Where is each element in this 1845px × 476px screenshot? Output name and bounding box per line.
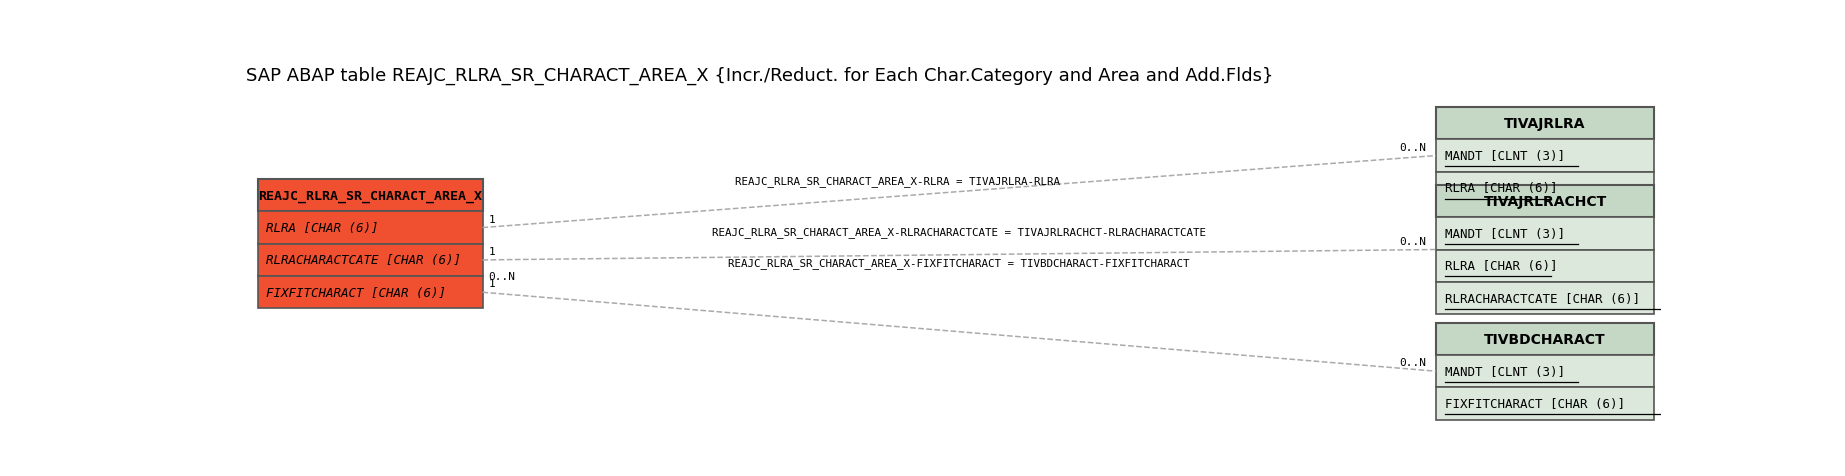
Bar: [1435, 172, 1655, 205]
Bar: [1435, 355, 1655, 387]
Text: RLRACHARACTCATE [CHAR (6)]: RLRACHARACTCATE [CHAR (6)]: [266, 254, 461, 267]
Text: 1: 1: [489, 247, 496, 257]
Text: REAJC_RLRA_SR_CHARACT_AREA_X: REAJC_RLRA_SR_CHARACT_AREA_X: [258, 189, 482, 202]
Bar: [1435, 108, 1655, 140]
Text: RLRACHARACTCATE [CHAR (6)]: RLRACHARACTCATE [CHAR (6)]: [1445, 292, 1640, 305]
Text: MANDT [CLNT (3)]: MANDT [CLNT (3)]: [1445, 150, 1565, 163]
Bar: [1435, 323, 1655, 355]
Text: 0..N: 0..N: [489, 272, 517, 282]
Text: TIVAJRLRA: TIVAJRLRA: [1504, 117, 1585, 131]
Text: FIXFITCHARACT [CHAR (6)]: FIXFITCHARACT [CHAR (6)]: [1445, 397, 1625, 410]
Bar: [1435, 282, 1655, 315]
Text: REAJC_RLRA_SR_CHARACT_AREA_X-RLRA = TIVAJRLRA-RLRA: REAJC_RLRA_SR_CHARACT_AREA_X-RLRA = TIVA…: [734, 176, 1059, 187]
Text: TIVAJRLRACHCT: TIVAJRLRACHCT: [1483, 195, 1607, 208]
Text: RLRA [CHAR (6)]: RLRA [CHAR (6)]: [1445, 259, 1557, 273]
Text: 0..N: 0..N: [1400, 357, 1426, 367]
Text: 1: 1: [489, 214, 496, 224]
Text: RLRA [CHAR (6)]: RLRA [CHAR (6)]: [1445, 182, 1557, 195]
Text: TIVBDCHARACT: TIVBDCHARACT: [1483, 332, 1605, 346]
Bar: [258, 179, 483, 212]
Text: 0..N: 0..N: [1400, 236, 1426, 246]
Text: RLRA [CHAR (6)]: RLRA [CHAR (6)]: [266, 222, 378, 235]
Bar: [1435, 140, 1655, 172]
Bar: [258, 212, 483, 244]
Text: REAJC_RLRA_SR_CHARACT_AREA_X-FIXFITCHARACT = TIVBDCHARACT-FIXFITCHARACT: REAJC_RLRA_SR_CHARACT_AREA_X-FIXFITCHARA…: [729, 258, 1190, 268]
Bar: [1435, 250, 1655, 282]
Text: REAJC_RLRA_SR_CHARACT_AREA_X-RLRACHARACTCATE = TIVAJRLRACHCT-RLRACHARACTCATE: REAJC_RLRA_SR_CHARACT_AREA_X-RLRACHARACT…: [712, 227, 1207, 238]
Text: 0..N: 0..N: [1400, 142, 1426, 152]
Bar: [258, 277, 483, 309]
Bar: [258, 244, 483, 277]
Bar: [1435, 387, 1655, 420]
Text: MANDT [CLNT (3)]: MANDT [CLNT (3)]: [1445, 228, 1565, 240]
Text: 1: 1: [489, 279, 496, 289]
Bar: [1435, 218, 1655, 250]
Text: FIXFITCHARACT [CHAR (6)]: FIXFITCHARACT [CHAR (6)]: [266, 286, 445, 299]
Text: MANDT [CLNT (3)]: MANDT [CLNT (3)]: [1445, 365, 1565, 378]
Text: SAP ABAP table REAJC_RLRA_SR_CHARACT_AREA_X {Incr./Reduct. for Each Char.Categor: SAP ABAP table REAJC_RLRA_SR_CHARACT_ARE…: [245, 66, 1273, 85]
Bar: [1435, 186, 1655, 218]
